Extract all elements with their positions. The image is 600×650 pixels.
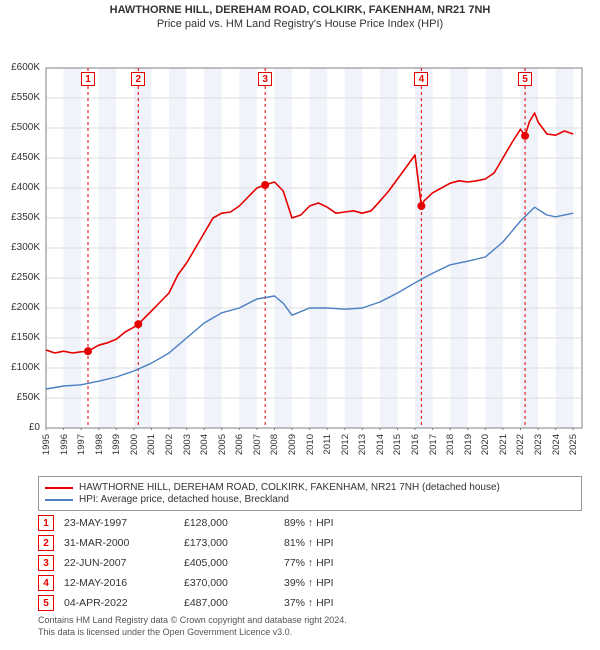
footer-line1: Contains HM Land Registry data © Crown c… [38, 615, 582, 627]
x-tick: 2023 [533, 434, 544, 455]
legend-label: HPI: Average price, detached house, Brec… [79, 494, 289, 505]
y-tick: £550K [0, 92, 40, 103]
x-tick: 1998 [94, 434, 105, 455]
sale-delta: 89% ↑ HPI [284, 513, 344, 533]
legend-swatch [45, 487, 73, 489]
sale-number: 2 [38, 535, 54, 551]
footer-attribution: Contains HM Land Registry data © Crown c… [38, 615, 582, 638]
x-tick: 2013 [357, 434, 368, 455]
x-tick: 2001 [146, 434, 157, 455]
y-tick: £300K [0, 242, 40, 253]
x-tick: 2008 [269, 434, 280, 455]
x-tick: 2019 [463, 434, 474, 455]
sale-price: £405,000 [184, 553, 284, 573]
x-tick: 1995 [41, 434, 52, 455]
y-tick: £50K [0, 392, 40, 403]
x-tick: 2002 [164, 434, 175, 455]
legend-swatch [45, 499, 73, 501]
sale-number: 3 [38, 555, 54, 571]
table-row: 4 12-MAY-2016£370,00039% ↑ HPI [38, 573, 344, 593]
x-tick: 2000 [129, 434, 140, 455]
chart-title-line2: Price paid vs. HM Land Registry's House … [0, 16, 600, 30]
y-tick: £500K [0, 122, 40, 133]
x-tick: 2018 [445, 434, 456, 455]
x-tick: 2024 [551, 434, 562, 455]
sale-date: 23-MAY-1997 [64, 513, 184, 533]
x-tick: 2014 [375, 434, 386, 455]
sale-date: 04-APR-2022 [64, 593, 184, 613]
sale-delta: 39% ↑ HPI [284, 573, 344, 593]
x-tick: 2007 [252, 434, 263, 455]
legend-item: HAWTHORNE HILL, DEREHAM ROAD, COLKIRK, F… [45, 482, 575, 493]
x-tick: 1996 [59, 434, 70, 455]
x-tick: 1997 [76, 434, 87, 455]
x-tick: 2025 [568, 434, 579, 455]
x-tick: 2012 [340, 434, 351, 455]
sale-price: £128,000 [184, 513, 284, 533]
x-tick: 2021 [498, 434, 509, 455]
table-row: 5 04-APR-2022£487,00037% ↑ HPI [38, 593, 344, 613]
chart-title-line1: HAWTHORNE HILL, DEREHAM ROAD, COLKIRK, F… [0, 0, 600, 16]
x-tick: 2006 [234, 434, 245, 455]
sale-price: £370,000 [184, 573, 284, 593]
y-tick: £200K [0, 302, 40, 313]
sale-number: 5 [38, 595, 54, 611]
sale-date: 12-MAY-2016 [64, 573, 184, 593]
sale-number: 4 [38, 575, 54, 591]
sale-delta: 81% ↑ HPI [284, 533, 344, 553]
sale-marker-2: 2 [131, 72, 145, 86]
x-tick: 2004 [199, 434, 210, 455]
x-tick: 2020 [480, 434, 491, 455]
x-tick: 2017 [428, 434, 439, 455]
table-row: 2 31-MAR-2000£173,00081% ↑ HPI [38, 533, 344, 553]
y-tick: £350K [0, 212, 40, 223]
y-tick: £150K [0, 332, 40, 343]
y-tick: £100K [0, 362, 40, 373]
x-tick: 2016 [410, 434, 421, 455]
x-tick: 2011 [322, 434, 333, 454]
footer-line2: This data is licensed under the Open Gov… [38, 627, 582, 639]
x-tick: 2015 [392, 434, 403, 455]
sale-number: 1 [38, 515, 54, 531]
legend-label: HAWTHORNE HILL, DEREHAM ROAD, COLKIRK, F… [79, 482, 500, 493]
y-tick: £450K [0, 152, 40, 163]
x-tick: 2003 [182, 434, 193, 455]
sale-delta: 37% ↑ HPI [284, 593, 344, 613]
sale-date: 31-MAR-2000 [64, 533, 184, 553]
sale-price: £487,000 [184, 593, 284, 613]
table-row: 3 22-JUN-2007£405,00077% ↑ HPI [38, 553, 344, 573]
y-tick: £600K [0, 62, 40, 73]
y-tick: £250K [0, 272, 40, 283]
price-chart: £0 £50K £100K £150K £200K £250K £300K £350K £400… [0, 30, 600, 470]
x-tick: 2005 [217, 434, 228, 455]
sale-delta: 77% ↑ HPI [284, 553, 344, 573]
table-row: 1 23-MAY-1997£128,00089% ↑ HPI [38, 513, 344, 533]
y-tick: £400K [0, 182, 40, 193]
sale-price: £173,000 [184, 533, 284, 553]
x-tick: 2009 [287, 434, 298, 455]
x-tick: 2022 [515, 434, 526, 455]
sale-marker-4: 4 [414, 72, 428, 86]
sale-marker-1: 1 [81, 72, 95, 86]
x-tick: 2010 [305, 434, 316, 455]
x-tick: 1999 [111, 434, 122, 455]
legend-item: HPI: Average price, detached house, Brec… [45, 494, 575, 505]
sale-date: 22-JUN-2007 [64, 553, 184, 573]
y-tick: £0 [0, 422, 40, 433]
sale-marker-3: 3 [258, 72, 272, 86]
legend: HAWTHORNE HILL, DEREHAM ROAD, COLKIRK, F… [38, 476, 582, 511]
sale-marker-5: 5 [518, 72, 532, 86]
sales-table: 1 23-MAY-1997£128,00089% ↑ HPI 2 31-MAR-200… [38, 513, 344, 613]
